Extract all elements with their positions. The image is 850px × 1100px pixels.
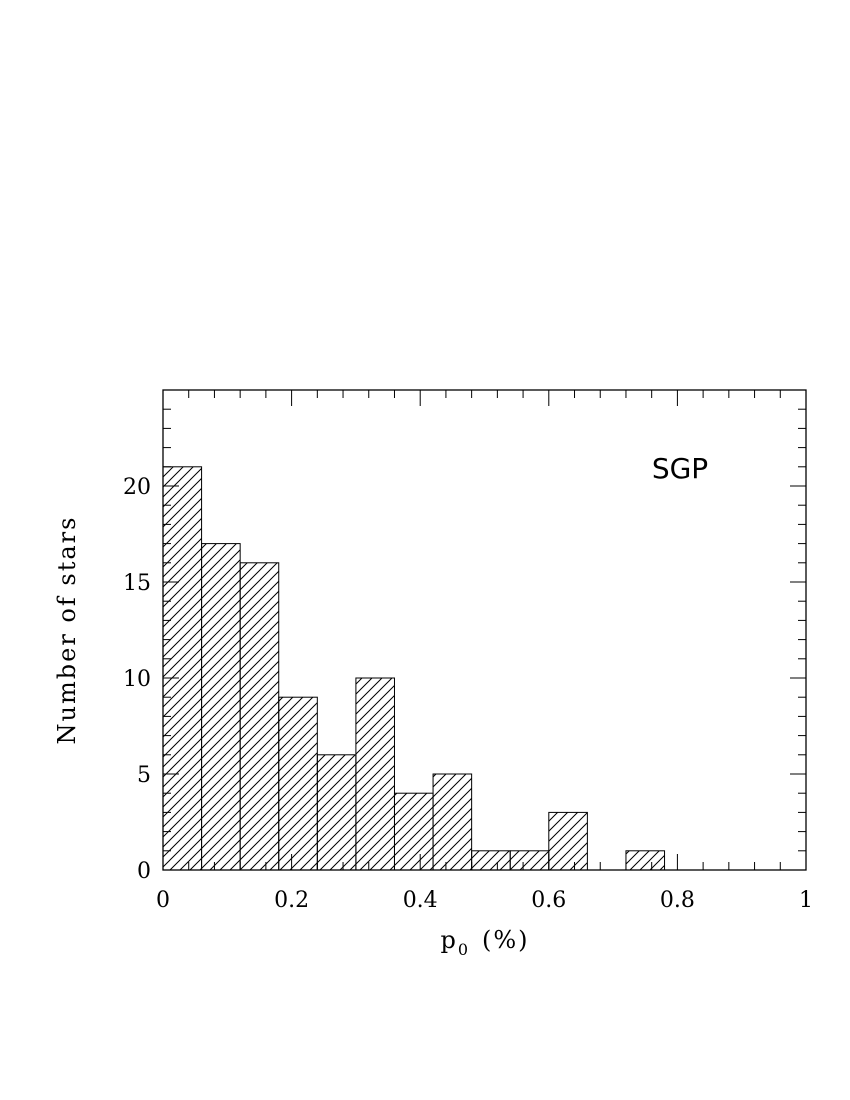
y-axis-title: Number of stars bbox=[53, 516, 81, 745]
histogram-bar bbox=[432, 773, 473, 871]
histogram-bar bbox=[316, 754, 357, 871]
y-tick-labels: 0 5 10 15 20 bbox=[123, 475, 151, 884]
x-tick-labels: 0 0.2 0.4 0.6 0.8 1 bbox=[156, 888, 813, 913]
x-tick-label: 0.8 bbox=[660, 888, 695, 913]
histogram-bar bbox=[201, 543, 241, 871]
x-tick-label: 0 bbox=[156, 888, 170, 913]
histogram-bar bbox=[355, 677, 395, 871]
x-axis-subscript: 0 bbox=[458, 940, 470, 959]
x-axis-unit: (%) bbox=[482, 926, 530, 954]
y-tick-label: 10 bbox=[123, 667, 151, 692]
histogram-bar bbox=[625, 850, 666, 871]
y-tick-label: 0 bbox=[137, 859, 151, 884]
histogram-bar bbox=[471, 850, 511, 871]
histogram-bar bbox=[548, 811, 588, 871]
sgp-annotation: SGP bbox=[652, 452, 708, 485]
histogram-bar bbox=[278, 696, 318, 871]
x-axis-symbol: p bbox=[440, 926, 457, 954]
y-tick-label: 20 bbox=[123, 475, 151, 500]
minor-ticks bbox=[163, 390, 806, 870]
x-tick-label: 1 bbox=[799, 888, 813, 913]
histogram-bar bbox=[509, 850, 550, 871]
x-axis-title: p0 (%) bbox=[440, 926, 529, 959]
histogram-bar bbox=[162, 466, 203, 871]
plot-frame bbox=[162, 389, 807, 871]
histogram-bar bbox=[239, 562, 280, 871]
y-tick-label: 5 bbox=[137, 763, 151, 788]
x-tick-label: 0.2 bbox=[274, 888, 309, 913]
histogram-bars bbox=[162, 466, 666, 871]
x-tick-label: 0.4 bbox=[403, 888, 438, 913]
y-tick-label: 15 bbox=[123, 571, 151, 596]
histogram-bar bbox=[393, 792, 434, 871]
x-tick-label: 0.6 bbox=[531, 888, 566, 913]
